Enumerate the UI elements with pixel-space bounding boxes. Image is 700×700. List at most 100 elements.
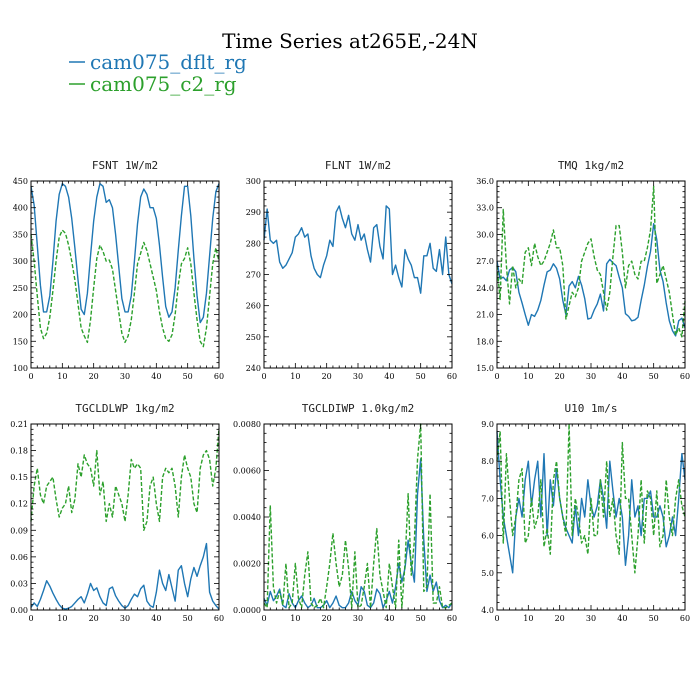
- x-tick-label: 50: [416, 372, 426, 381]
- axes-frame: [263, 180, 453, 369]
- x-tick-label: 10: [57, 614, 67, 623]
- x-tick-label: 10: [523, 372, 533, 381]
- panel-title: TGCLDIWP 1.0kg/m2: [302, 402, 415, 415]
- x-tick-label: 50: [183, 614, 193, 623]
- x-tick-label: 10: [290, 614, 300, 623]
- series-line-dflt: [263, 205, 453, 294]
- panel-title: FSNT 1W/m2: [92, 159, 158, 172]
- y-tick-label: 9.0: [481, 420, 494, 429]
- x-tick-label: 60: [447, 614, 457, 623]
- y-tick-label: 4.0: [481, 606, 494, 615]
- panel-1: FSNT 1W/m2 0 10 20 30 40 50 60 100 150 200 250 300 35…: [13, 159, 224, 381]
- x-tick-label: 10: [57, 372, 67, 381]
- y-tick-label: 300: [13, 257, 28, 266]
- panel-title: FLNT 1W/m2: [325, 159, 391, 172]
- y-tick-label: 0.0080: [233, 420, 261, 429]
- y-tick-label: 0.15: [10, 473, 28, 482]
- series-line-dflt: [30, 182, 220, 324]
- panel-title: TGCLDLWP 1kg/m2: [75, 402, 174, 415]
- x-tick-label: 50: [649, 614, 659, 623]
- panel-5: TGCLDIWP 1.0kg/m2 0 10 20 30 40 50 60 0.0000 0.00…: [233, 402, 457, 623]
- x-tick-label: 40: [384, 372, 394, 381]
- x-tick-label: 0: [28, 372, 33, 381]
- x-tick-label: 30: [353, 614, 363, 623]
- y-tick-label: 450: [13, 177, 28, 186]
- y-tick-label: 250: [13, 284, 28, 293]
- y-tick-label: 300: [246, 177, 261, 186]
- x-tick-label: 30: [353, 372, 363, 381]
- y-tick-label: 0.03: [10, 579, 28, 588]
- x-tick-label: 10: [290, 372, 300, 381]
- y-tick-label: 0.06: [10, 553, 28, 562]
- x-tick-label: 20: [89, 372, 99, 381]
- y-tick-label: 250: [246, 333, 261, 342]
- y-tick-label: 36.0: [476, 177, 494, 186]
- series-line-c2: [30, 428, 220, 531]
- legend-label-dflt: cam075_dflt_rg: [90, 50, 247, 74]
- y-tick-label: 15.0: [476, 364, 494, 373]
- x-tick-label: 0: [28, 614, 33, 623]
- panel-title: TMQ 1kg/m2: [558, 159, 624, 172]
- x-tick-label: 40: [151, 614, 161, 623]
- y-tick-label: 290: [246, 208, 261, 217]
- y-tick-label: 27.0: [476, 257, 494, 266]
- x-tick-label: 60: [680, 372, 690, 381]
- y-tick-label: 0.0060: [233, 467, 261, 476]
- x-tick-label: 60: [447, 372, 457, 381]
- legend: cam075_dflt_rg cam075_c2_rg: [69, 50, 247, 96]
- series-line-dflt: [30, 542, 220, 610]
- y-tick-label: 150: [13, 337, 28, 346]
- series-line-c2: [496, 185, 686, 338]
- y-tick-label: 21.0: [476, 311, 494, 320]
- y-tick-label: 0.0000: [233, 606, 261, 615]
- y-tick-label: 0.0040: [233, 513, 261, 522]
- panels: FSNT 1W/m20 10 20 30 40 50 6010015020025030035…: [10, 159, 690, 623]
- x-tick-label: 10: [523, 614, 533, 623]
- x-tick-label: 50: [416, 614, 426, 623]
- y-tick-label: 0.0020: [233, 560, 261, 569]
- y-tick-label: 200: [13, 311, 28, 320]
- y-tick-label: 6.0: [481, 532, 494, 541]
- x-tick-label: 30: [586, 372, 596, 381]
- x-tick-label: 20: [555, 372, 565, 381]
- panel-2: FLNT 1W/m2 0 10 20 30 40 50 60 240 250 260 270 280 29…: [246, 159, 457, 381]
- x-tick-label: 30: [120, 614, 130, 623]
- x-tick-label: 40: [151, 372, 161, 381]
- x-tick-label: 30: [120, 372, 130, 381]
- x-tick-label: 40: [384, 614, 394, 623]
- panel-4: TGCLDLWP 1kg/m2 0 10 20 30 40 50 60 0.00 0.03 0.06…: [10, 402, 224, 623]
- series-line-dflt: [496, 223, 686, 337]
- x-tick-label: 20: [89, 614, 99, 623]
- y-tick-label: 100: [13, 364, 28, 373]
- x-tick-label: 0: [261, 614, 266, 623]
- y-tick-label: 0.09: [10, 526, 28, 535]
- x-tick-label: 40: [617, 614, 627, 623]
- legend-label-c2: cam075_c2_rg: [90, 72, 237, 96]
- axes-frame: [263, 423, 453, 611]
- y-tick-label: 240: [246, 364, 261, 373]
- y-tick-label: 400: [13, 204, 28, 213]
- x-tick-label: 50: [649, 372, 659, 381]
- x-tick-label: 60: [680, 614, 690, 623]
- x-tick-label: 60: [214, 614, 224, 623]
- x-tick-label: 20: [322, 614, 332, 623]
- x-tick-label: 60: [214, 372, 224, 381]
- y-tick-label: 350: [13, 230, 28, 239]
- y-tick-label: 18.0: [476, 337, 494, 346]
- x-tick-label: 0: [261, 372, 266, 381]
- panel-3: TMQ 1kg/m2 0 10 20 30 40 50 60 15.0 18.0 21.0 24.0 2…: [476, 159, 690, 381]
- y-tick-label: 260: [246, 302, 261, 311]
- y-tick-label: 270: [246, 271, 261, 280]
- y-tick-label: 0.18: [10, 447, 28, 456]
- x-tick-label: 30: [586, 614, 596, 623]
- y-tick-label: 24.0: [476, 284, 494, 293]
- x-tick-label: 0: [494, 614, 499, 623]
- y-tick-label: 280: [246, 239, 261, 248]
- y-tick-label: 8.0: [481, 457, 494, 466]
- x-tick-label: 0: [494, 372, 499, 381]
- x-tick-label: 20: [322, 372, 332, 381]
- y-tick-label: 0.12: [10, 500, 28, 509]
- panel-6: U10 1m/s 0 10 20 30 40 50 60 4.0 5.0 6.0 7.0 8.0 9.0: [481, 402, 690, 623]
- y-tick-label: 0.21: [10, 420, 28, 429]
